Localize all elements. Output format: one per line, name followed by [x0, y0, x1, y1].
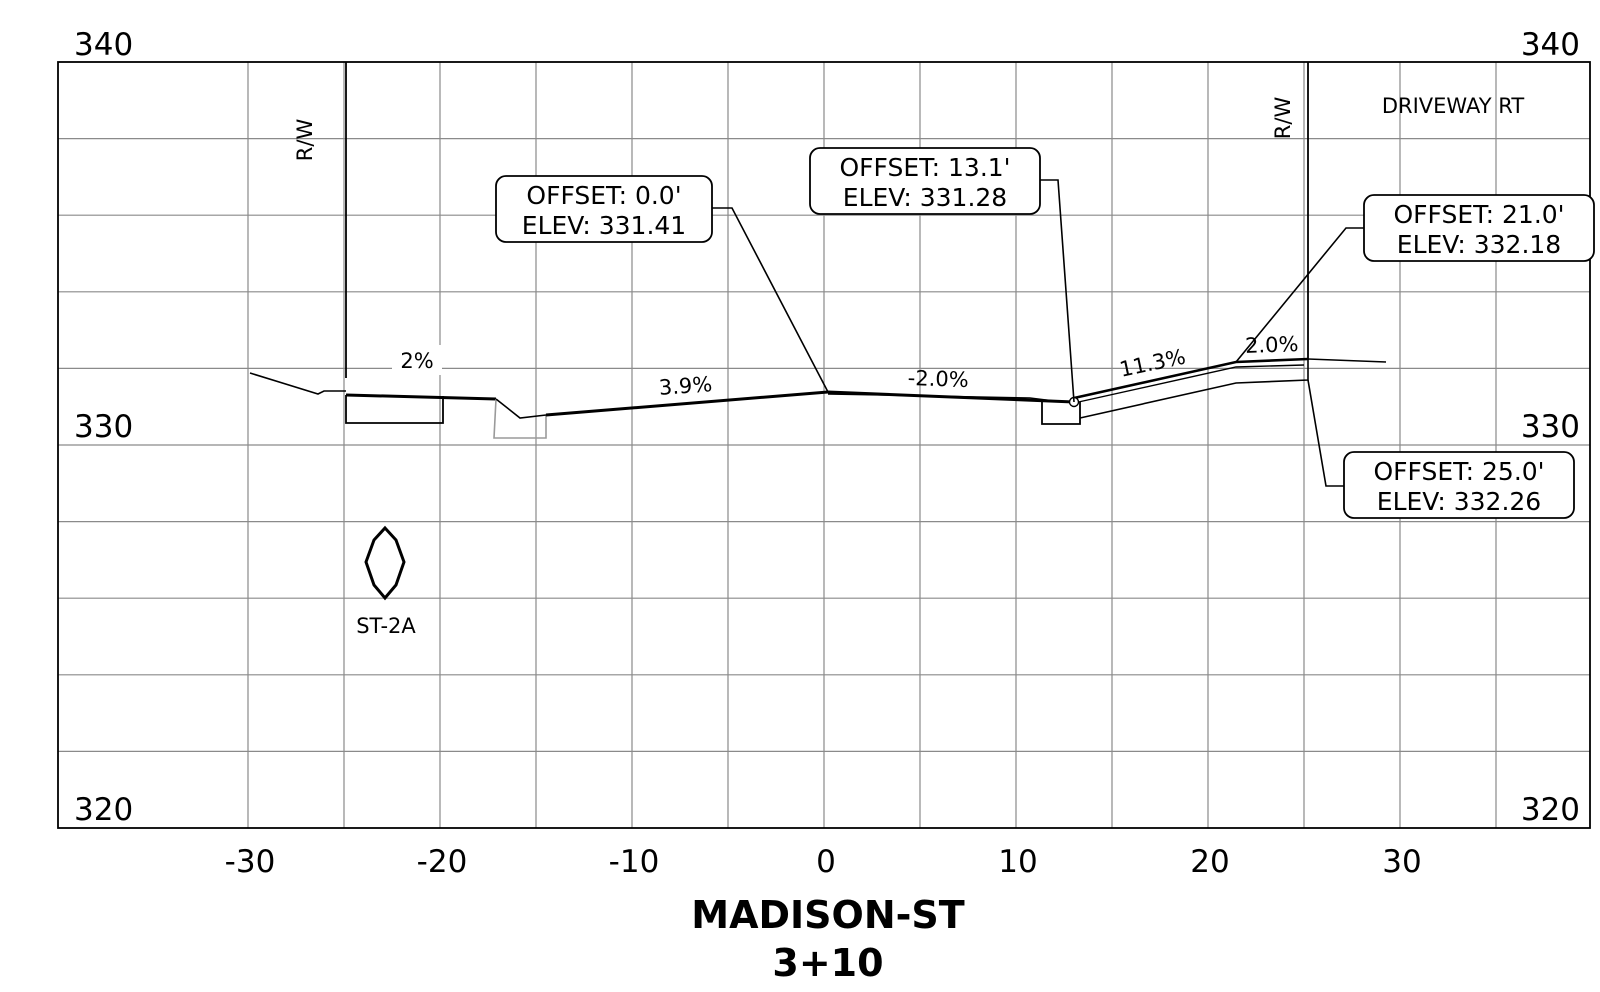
structure-label: ST-2A — [356, 614, 416, 638]
proposed-surface — [345, 393, 497, 401]
callout-offset-21: OFFSET: 21.0' ELEV: 332.18 — [1235, 194, 1595, 363]
callout-offset-text: OFFSET: 13.1' — [839, 153, 1010, 182]
callout-leader — [1040, 179, 1075, 403]
y-label-left-320: 320 — [74, 792, 133, 828]
x-tick-label: 10 — [998, 844, 1037, 880]
existing-ground-left — [249, 372, 346, 395]
gutter-left-flow — [495, 398, 547, 419]
grid — [58, 62, 1590, 828]
callout-offset-text: OFFSET: 0.0' — [526, 181, 681, 210]
callout-offset-0: OFFSET: 0.0' ELEV: 331.41 — [495, 175, 829, 393]
existing-ground-right — [1307, 358, 1387, 363]
station-title: 3+10 — [772, 941, 883, 985]
pavement-left — [545, 390, 829, 417]
gutter-left — [493, 398, 547, 439]
callout-box — [809, 147, 1041, 215]
callout-elev-text: ELEV: 332.18 — [1397, 230, 1561, 259]
callout-offset-text: OFFSET: 21.0' — [1393, 200, 1564, 229]
y-label-left-330: 330 — [74, 409, 133, 445]
proposed-profile — [345, 357, 1309, 439]
x-tick-label: 30 — [1382, 844, 1421, 880]
callout-elev-text: ELEV: 332.26 — [1377, 487, 1541, 516]
callout-leader — [1307, 379, 1344, 487]
existing-ground-profile — [249, 358, 1387, 395]
slope-label: 3.9% — [658, 372, 713, 400]
pavement-base-right — [827, 393, 1063, 403]
sidewalk-left — [345, 395, 444, 424]
rw-label-right: R/W — [1271, 97, 1295, 140]
slope-label: 2% — [400, 349, 433, 373]
callout-leader — [1235, 227, 1364, 363]
callout-leader — [712, 207, 829, 393]
y-label-right-340: 340 — [1521, 27, 1580, 63]
y-label-right-330: 330 — [1521, 409, 1580, 445]
x-tick-label: -10 — [609, 844, 660, 880]
driveway-label: DRIVEWAY RT — [1382, 94, 1525, 118]
slope-label-bg — [392, 345, 442, 375]
callout-box — [1363, 194, 1595, 262]
callout-offset-text: OFFSET: 25.0' — [1373, 457, 1544, 486]
x-tick-label: -30 — [225, 844, 276, 880]
callout-box — [495, 175, 713, 243]
slope-label: 2.0% — [1245, 332, 1299, 358]
callout-elev-text: ELEV: 331.28 — [843, 183, 1007, 212]
rw-label-left: R/W — [293, 119, 317, 162]
driveway-mid — [1073, 364, 1305, 404]
callout-offset-25: OFFSET: 25.0' ELEV: 332.26 — [1307, 379, 1575, 519]
structure-octagon-icon — [364, 525, 406, 601]
x-tick-label: 0 — [816, 844, 836, 880]
y-label-right-320: 320 — [1521, 792, 1580, 828]
x-tick-label: -20 — [417, 844, 468, 880]
callout-elev-text: ELEV: 331.41 — [522, 211, 686, 240]
callout-box — [1343, 451, 1575, 519]
drawing-frame — [57, 61, 1591, 829]
driveway-top — [1073, 357, 1309, 400]
y-label-left-340: 340 — [74, 27, 133, 63]
street-name-title: MADISON-ST — [691, 893, 965, 937]
x-tick-label: 20 — [1190, 844, 1229, 880]
driveway-bottom — [1079, 359, 1309, 419]
slope-label: -2.0% — [907, 366, 969, 392]
curb-right — [1041, 400, 1081, 425]
callout-offset-13: OFFSET: 13.1' ELEV: 331.28 — [809, 147, 1075, 403]
